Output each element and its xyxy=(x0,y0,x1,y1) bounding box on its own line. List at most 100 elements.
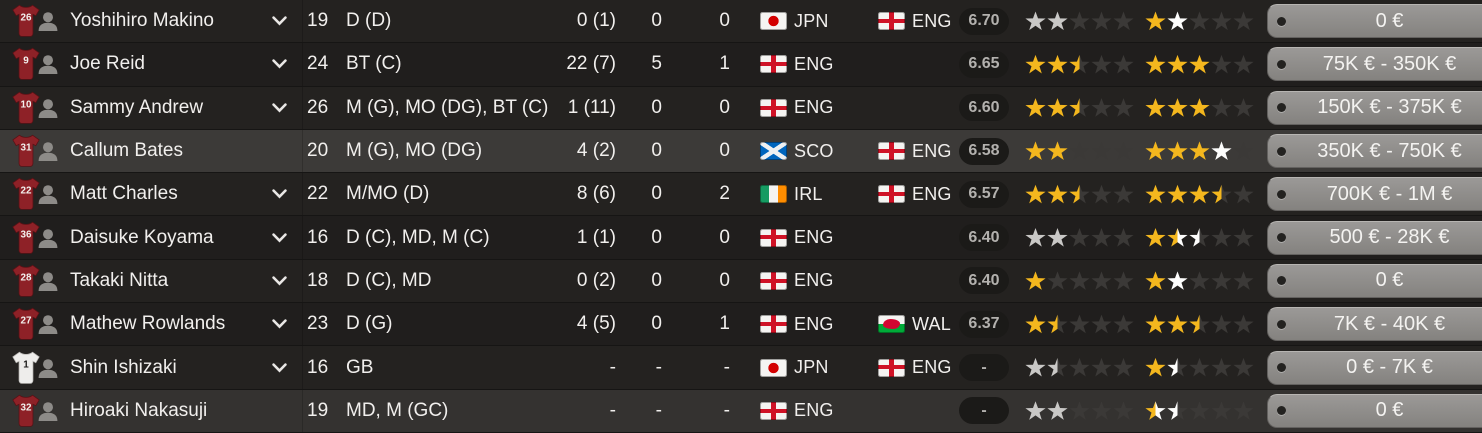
table-row[interactable]: 9 Joe Reid 24 BT (C) 22 (7) 5 1 ENG xyxy=(0,43,1482,87)
shirt-cell: 28 xyxy=(0,260,40,302)
position-cell: D (C), MD, M (C) xyxy=(346,226,490,248)
player-name[interactable]: Hiroaki Nakasuji xyxy=(70,399,208,421)
star-white_half xyxy=(1189,228,1210,247)
age-cell: 24 xyxy=(302,43,346,86)
star-empty xyxy=(1047,271,1068,290)
star-gold_half xyxy=(1069,184,1090,204)
star-white xyxy=(1167,271,1188,290)
second-nationality-flag-icon xyxy=(878,185,905,204)
player-name[interactable]: Daisuke Koyama xyxy=(70,226,214,248)
shirt-cell: 26 xyxy=(0,0,40,42)
table-row[interactable]: 28 Takaki Nitta 18 D (C), MD 0 (2) 0 0 E… xyxy=(0,259,1482,304)
second-nationality-cell xyxy=(854,43,951,85)
potential-ability-cell xyxy=(1121,303,1254,345)
star-gold xyxy=(1047,184,1068,204)
chevron-down-icon[interactable] xyxy=(272,276,287,286)
star-silver xyxy=(1047,11,1068,31)
potential-ability-cell xyxy=(1121,0,1254,42)
position-cell: BT (C) xyxy=(346,53,402,75)
star-gold xyxy=(1047,98,1068,117)
player-avatar-icon xyxy=(38,185,58,205)
shirt-icon: 26 xyxy=(10,4,42,38)
nationality-flag-icon xyxy=(760,228,787,247)
position-cell: M/MO (D) xyxy=(346,183,430,205)
current-ability-cell xyxy=(1009,130,1134,172)
second-nationality-code: ENG xyxy=(912,140,952,161)
star-gold_white xyxy=(1145,401,1166,420)
table-row[interactable]: 22 Matt Charles 22 M/MO (D) 8 (6) 0 2 IR… xyxy=(0,173,1482,217)
star-gold xyxy=(1189,54,1210,74)
table-row[interactable]: 31 Callum Bates 20 M (G), MO (DG) 4 (2) … xyxy=(0,129,1482,174)
star-empty xyxy=(1211,54,1232,74)
current-ability-stars xyxy=(1025,98,1134,118)
player-name[interactable]: Callum Bates xyxy=(70,140,183,162)
second-nationality-flag-icon xyxy=(878,315,905,334)
value-cell: 75K € - 350K € xyxy=(1241,43,1482,85)
goals-cell: 0 xyxy=(651,226,662,248)
appearances-cell: 0 (1) xyxy=(576,10,616,32)
shirt-icon: 31 xyxy=(10,134,42,168)
chevron-down-icon[interactable] xyxy=(272,103,287,113)
potential-ability-cell xyxy=(1121,87,1254,129)
age-cell: 20 xyxy=(302,129,346,173)
table-row[interactable]: 36 Daisuke Koyama 16 D (C), MD, M (C) 1 … xyxy=(0,216,1482,260)
nationality-code: SCO xyxy=(794,140,834,161)
chevron-down-icon[interactable] xyxy=(272,189,287,199)
player-name[interactable]: Matt Charles xyxy=(70,183,178,205)
table-row[interactable]: 10 Sammy Andrew 26 M (G), MO (DG), BT (C… xyxy=(0,86,1482,130)
chevron-down-icon[interactable] xyxy=(272,362,287,373)
player-name[interactable]: Mathew Rowlands xyxy=(70,313,226,335)
player-name[interactable]: Sammy Andrew xyxy=(70,96,204,118)
star-empty xyxy=(1211,271,1232,290)
potential-ability-stars xyxy=(1145,98,1254,118)
chevron-down-icon[interactable] xyxy=(272,16,287,26)
average-rating-badge: 6.58 xyxy=(959,137,1009,165)
potential-ability-cell xyxy=(1121,260,1254,302)
age-cell: 16 xyxy=(302,216,346,259)
star-gold xyxy=(1025,184,1046,204)
star-empty xyxy=(1069,357,1090,377)
star-empty xyxy=(1091,271,1112,290)
rating-cell: 6.40 xyxy=(951,260,1009,302)
shirt-cell: 31 xyxy=(0,130,40,172)
position-cell: M (G), MO (DG), BT (C) xyxy=(346,96,549,118)
nationality-cell: IRL xyxy=(734,173,854,215)
position-cell: M (G), MO (DG) xyxy=(346,140,483,162)
chevron-down-icon[interactable] xyxy=(272,59,287,69)
second-nationality-code: ENG xyxy=(912,183,952,204)
chevron-down-icon[interactable] xyxy=(272,232,287,243)
chevron-down-icon[interactable] xyxy=(272,319,287,329)
shirt-cell: 1 xyxy=(0,346,40,388)
star-gold xyxy=(1025,141,1046,161)
average-rating-badge: 6.37 xyxy=(959,310,1009,338)
nationality-flag-icon xyxy=(760,142,787,161)
shirt-icon: 28 xyxy=(10,264,42,298)
player-name[interactable]: Takaki Nitta xyxy=(70,269,169,291)
star-silver xyxy=(1025,228,1046,247)
value-cell: 7K € - 40K € xyxy=(1241,303,1482,345)
nationality-flag-icon xyxy=(760,358,787,377)
table-row[interactable]: 26 Yoshihiro Makino 19 D (D) 0 (1) 0 0 J… xyxy=(0,0,1482,44)
player-name[interactable]: Shin Ishizaki xyxy=(70,356,177,378)
value-cell: 150K € - 375K € xyxy=(1241,87,1482,129)
star-empty xyxy=(1211,401,1232,420)
table-row[interactable]: 27 Mathew Rowlands 23 D (G) 4 (5) 0 1 EN… xyxy=(0,303,1482,347)
player-name[interactable]: Yoshihiro Makino xyxy=(70,10,214,32)
star-silver_half xyxy=(1047,357,1068,377)
rating-cell: 6.37 xyxy=(951,303,1009,345)
potential-ability-stars xyxy=(1145,141,1254,161)
table-row[interactable]: 1 Shin Ishizaki 16 GB - - - JPN xyxy=(0,346,1482,390)
goals-cell: 0 xyxy=(651,313,662,335)
star-gold_white xyxy=(1167,228,1188,247)
nationality-code: ENG xyxy=(794,53,834,74)
star-empty xyxy=(1189,401,1210,420)
table-row[interactable]: 32 Hiroaki Nakasuji 19 MD, M (GC) - - - … xyxy=(0,389,1482,433)
star-gold xyxy=(1025,314,1046,334)
star-gold xyxy=(1189,141,1210,161)
player-name[interactable]: Joe Reid xyxy=(70,53,145,75)
second-nationality-cell: ENG xyxy=(854,0,951,42)
svg-text:10: 10 xyxy=(21,99,32,110)
average-rating-badge: 6.40 xyxy=(959,224,1009,252)
potential-ability-cell xyxy=(1121,43,1254,85)
